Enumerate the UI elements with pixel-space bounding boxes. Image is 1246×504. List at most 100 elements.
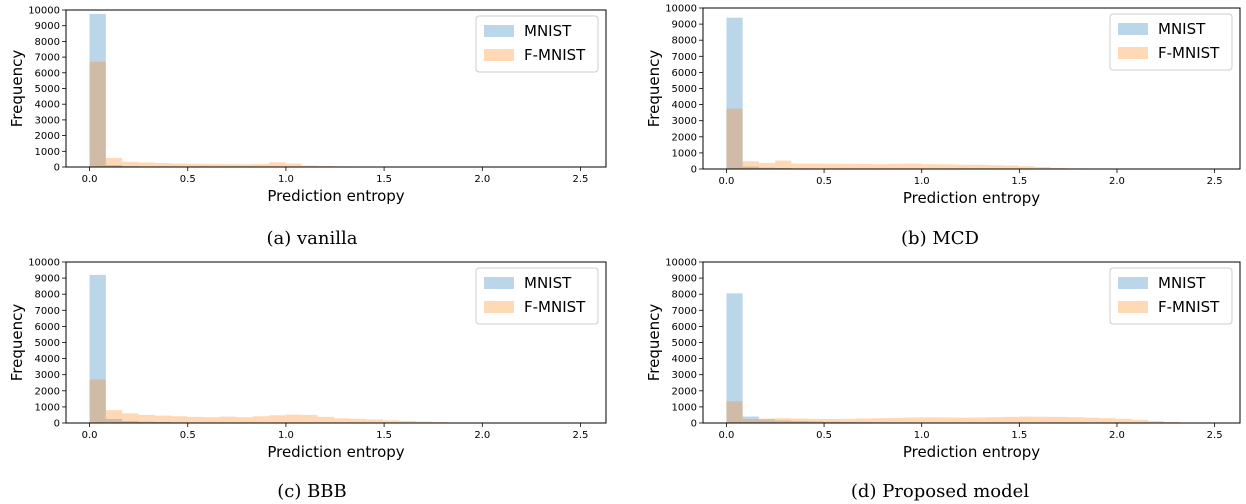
bar-f-mnist (1099, 418, 1116, 423)
y-tick-label: 6000 (35, 68, 60, 79)
legend-swatch (1118, 277, 1148, 289)
bar-mnist (89, 13, 106, 168)
bar-f-mnist (791, 163, 808, 169)
bar-f-mnist (791, 418, 808, 423)
bar-mnist (791, 421, 808, 423)
legend-label: MNIST (524, 274, 572, 292)
x-tick-label: 0.5 (816, 430, 832, 441)
legend (475, 15, 599, 73)
legend-swatch (484, 277, 514, 289)
x-tick-label: 1.5 (376, 174, 392, 185)
x-axis-label: Prediction entropy (267, 187, 404, 205)
bar-f-mnist (742, 161, 759, 169)
bar-f-mnist (366, 419, 383, 423)
legend-swatch (1118, 47, 1148, 59)
bar-f-mnist (334, 418, 351, 423)
x-tick-label: 1.5 (1011, 430, 1027, 441)
y-tick-label: 5000 (672, 84, 697, 95)
panel-caption: (a) vanilla (267, 228, 358, 249)
bar-f-mnist (742, 418, 759, 423)
bar-f-mnist (937, 164, 954, 169)
bar-f-mnist (904, 163, 921, 169)
bar-mnist (807, 421, 824, 423)
x-tick-label: 2.0 (474, 430, 490, 441)
bar-f-mnist (268, 162, 286, 167)
bar-f-mnist (236, 417, 253, 423)
bar-mnist (758, 419, 776, 423)
x-tick-label: 2.5 (1207, 430, 1223, 441)
y-tick-label: 5000 (35, 84, 60, 95)
y-tick-label: 8000 (35, 37, 60, 48)
bar-f-mnist (856, 164, 873, 169)
y-tick-label: 3000 (35, 115, 60, 126)
bar-f-mnist (219, 416, 237, 423)
x-tick-label: 2.5 (1207, 176, 1223, 187)
bar-f-mnist (89, 379, 106, 423)
x-tick-label: 0.0 (82, 174, 98, 185)
histogram-panel-bbb: 0.0 0.5 1.0 1.5 2.0 2.5 0 1000 2000 3000 4000 5000 6… (8, 258, 607, 502)
y-tick-label: 6000 (35, 322, 60, 333)
bar-f-mnist (888, 417, 905, 423)
bar-mnist (742, 416, 759, 423)
y-tick-label: 0 (54, 163, 60, 174)
x-tick-label: 2.0 (1109, 430, 1125, 441)
bar-f-mnist (301, 414, 318, 423)
x-tick-label: 0.0 (718, 430, 734, 441)
legend-swatch (484, 25, 514, 37)
y-tick-label: 3000 (672, 116, 697, 127)
bar-f-mnist (154, 415, 172, 423)
x-tick-label: 0.5 (816, 176, 832, 187)
bar-f-mnist (807, 163, 824, 169)
y-tick-label: 2000 (35, 386, 60, 397)
y-tick-label: 5000 (672, 338, 697, 349)
bar-f-mnist (985, 165, 1002, 169)
bar-mnist (89, 274, 106, 423)
bar-f-mnist (187, 163, 204, 167)
y-axis-label: Frequency (645, 304, 663, 382)
bar-f-mnist (301, 165, 318, 167)
y-axis-label: Frequency (645, 50, 663, 128)
bar-f-mnist (268, 415, 286, 423)
x-tick-label: 1.0 (278, 430, 294, 441)
bar-f-mnist (1131, 419, 1148, 423)
bar-f-mnist (726, 108, 743, 170)
y-axis-label: Frequency (8, 50, 26, 128)
bar-mnist (122, 421, 139, 423)
bar-f-mnist (122, 161, 139, 167)
x-tick-label: 1.5 (1011, 176, 1027, 187)
y-tick-label: 10000 (665, 258, 697, 269)
bar-f-mnist (317, 416, 335, 423)
x-tick-label: 1.0 (914, 176, 930, 187)
bar-f-mnist (937, 417, 954, 423)
bar-f-mnist (953, 164, 970, 169)
bar-f-mnist (154, 163, 172, 167)
x-tick-label: 1.0 (278, 174, 294, 185)
bar-f-mnist (856, 418, 873, 423)
y-tick-label: 9000 (35, 21, 60, 32)
x-tick-label: 2.5 (573, 430, 589, 441)
bar-f-mnist (807, 418, 824, 423)
bar-f-mnist (1115, 418, 1132, 423)
bar-f-mnist (1001, 416, 1019, 423)
bar-f-mnist (171, 163, 188, 167)
legend-swatch (1118, 23, 1148, 35)
bar-f-mnist (203, 417, 220, 423)
bar-f-mnist (872, 418, 889, 423)
y-tick-label: 4000 (672, 100, 697, 111)
y-tick-label: 8000 (672, 290, 697, 301)
bar-f-mnist (953, 417, 970, 423)
x-axis-label: Prediction entropy (267, 443, 404, 461)
bar-f-mnist (775, 418, 792, 423)
x-axis-label: Prediction entropy (903, 189, 1040, 207)
histogram-panel-vanilla: 0.0 0.5 1.0 1.5 2.0 2.5 0 1000 2000 3000 4000 5000 6… (8, 6, 607, 249)
x-tick-label: 0.5 (180, 430, 196, 441)
y-tick-label: 0 (691, 165, 697, 176)
bar-f-mnist (105, 410, 123, 423)
histogram-panel-proposed: 0.0 0.5 1.0 1.5 2.0 2.5 0 1000 2000 3000 4000 5000 6… (645, 258, 1241, 502)
y-tick-label: 4000 (35, 354, 60, 365)
legend-label: F-MNIST (524, 298, 586, 316)
legend (475, 267, 599, 325)
bar-f-mnist (285, 163, 302, 167)
bar-f-mnist (969, 417, 986, 423)
bar-f-mnist (105, 157, 123, 167)
